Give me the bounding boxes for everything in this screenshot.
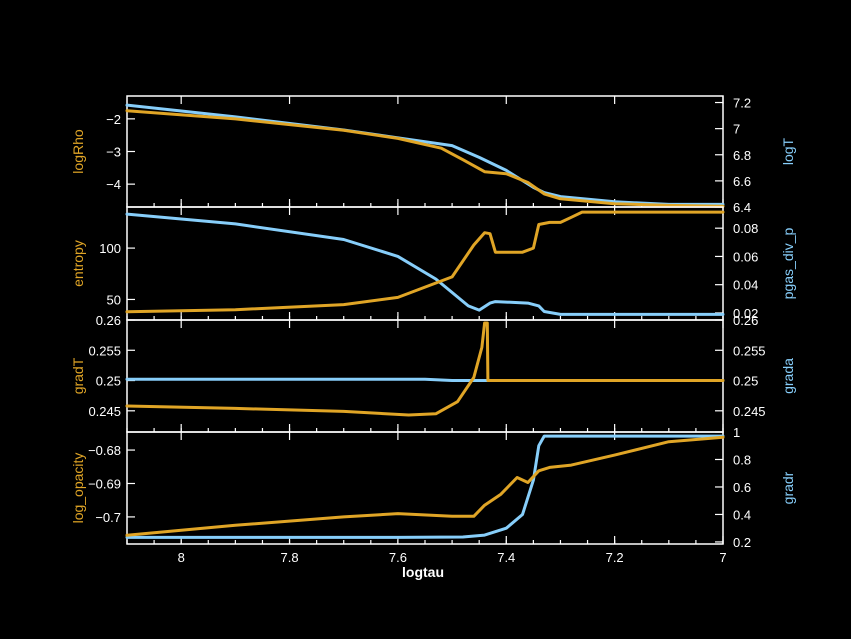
x-tick-label: 7.2 <box>606 550 624 565</box>
left-y-tick-label: −2 <box>106 112 121 127</box>
right-y-tick-label: 0.8 <box>733 452 751 467</box>
x-tick-label: 7 <box>719 550 726 565</box>
series-pgas_div_p-line <box>125 212 725 316</box>
right-y-tick-label: 7.2 <box>733 96 751 111</box>
left-y-tick-label: −0.7 <box>95 510 121 525</box>
left-y-tick-label: −4 <box>106 177 121 192</box>
right-y-tick-label: 1 <box>733 425 740 440</box>
x-tick-label: 7.6 <box>389 550 407 565</box>
right-y-tick-label: 0.255 <box>733 343 766 358</box>
series-log_opacity-line <box>125 435 725 537</box>
x-tick-label: 7.4 <box>497 550 515 565</box>
left-y-tick-label: −3 <box>106 145 121 160</box>
chart-panels: −2 −3 −4 logRho 7.2 7 6.8 6.6 6.4 logT 100 50 entrop… <box>70 95 796 565</box>
right-y-tick-label: 0.4 <box>733 507 751 522</box>
left-y-axis-title: log_opacity <box>70 453 86 524</box>
left-y-axis-title: gradT <box>70 357 86 394</box>
left-y-tick-label: −0.68 <box>88 443 121 458</box>
right-y-tick-label: 0.26 <box>733 313 758 328</box>
right-y-tick-label: 0.06 <box>733 249 758 264</box>
series-gradr-line <box>125 434 725 539</box>
series-entropy-line <box>125 210 725 314</box>
right-y-tick-label: 0.08 <box>733 221 758 236</box>
right-y-tick-label: 0.245 <box>733 404 766 419</box>
right-y-axis-title: logT <box>780 137 796 165</box>
left-y-tick-label: 100 <box>99 241 121 256</box>
left-y-axis-title: entropy <box>70 240 86 287</box>
series-logRho-line <box>125 109 725 208</box>
panel-1: −2 −3 −4 logRho 7.2 7 6.8 6.6 6.4 logT <box>70 95 796 215</box>
right-y-tick-label: 6.8 <box>733 148 751 163</box>
left-y-tick-label: 0.255 <box>88 343 121 358</box>
panel-2: 100 50 entropy 0.08 0.06 0.04 0.02 pgas_div_p <box>70 206 796 321</box>
series-gradT-line <box>125 321 725 417</box>
right-y-axis-title: grada <box>780 358 796 394</box>
panel-4: 8 7.8 7.6 7.4 7.2 7 −0.68 −0.69 −0.7 log_opacity 1… <box>70 425 796 565</box>
left-y-tick-label: 0.26 <box>96 313 121 328</box>
right-y-tick-label: 0.02 <box>733 306 758 321</box>
right-y-axis-title: pgas_div_p <box>780 227 796 299</box>
x-tick-label: 7.8 <box>281 550 299 565</box>
right-y-tick-label: 0.6 <box>733 480 751 495</box>
right-y-tick-label: 0.25 <box>733 374 758 389</box>
left-y-tick-label: −0.69 <box>88 476 121 491</box>
x-tick-label: 8 <box>178 550 185 565</box>
right-y-tick-label: 0.2 <box>733 535 751 550</box>
left-y-tick-label: 50 <box>107 292 121 307</box>
right-y-axis-title: gradr <box>780 471 796 504</box>
right-y-tick-label: 6.6 <box>733 174 751 189</box>
right-y-tick-label: 6.4 <box>733 200 751 215</box>
right-y-tick-label: 0.04 <box>733 278 758 293</box>
x-axis-title: logtau <box>402 564 444 580</box>
left-y-tick-label: 0.25 <box>96 374 121 389</box>
right-y-tick-label: 7 <box>733 122 740 137</box>
left-y-tick-label: 0.245 <box>88 404 121 419</box>
left-y-axis-title: logRho <box>70 129 86 174</box>
